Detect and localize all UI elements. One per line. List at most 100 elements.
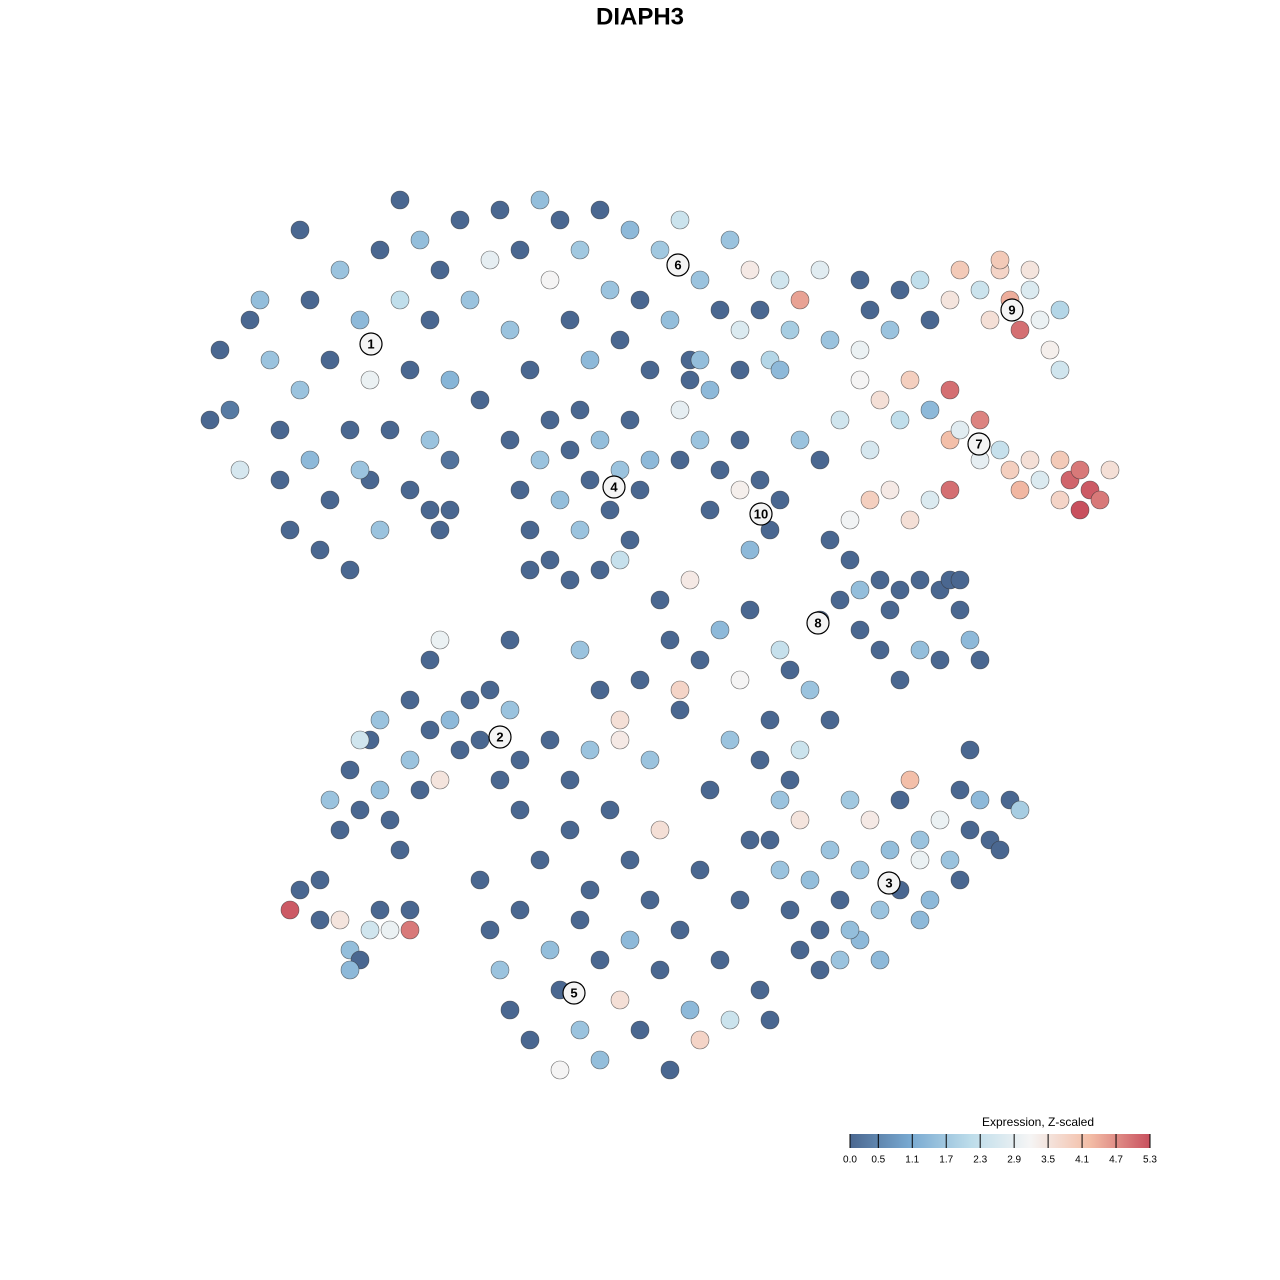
point [410, 780, 430, 800]
points [200, 190, 1120, 1080]
point [600, 500, 620, 520]
point [900, 770, 920, 790]
point [560, 820, 580, 840]
point [1050, 450, 1070, 470]
point [590, 680, 610, 700]
cluster-label: 3 [885, 875, 892, 890]
point [370, 780, 390, 800]
point [500, 700, 520, 720]
cluster-badge [562, 981, 586, 1005]
point [730, 890, 750, 910]
point [390, 840, 410, 860]
point [750, 750, 770, 770]
point [490, 960, 510, 980]
point [290, 380, 310, 400]
point [660, 1060, 680, 1080]
point [850, 860, 870, 880]
point [780, 320, 800, 340]
point [620, 410, 640, 430]
point [540, 730, 560, 750]
point [1100, 460, 1120, 480]
point [340, 760, 360, 780]
cluster-label: 6 [674, 257, 681, 272]
point [790, 290, 810, 310]
point [860, 300, 880, 320]
colorbar-title: Expression, Z-scaled [982, 1115, 1094, 1129]
point [640, 360, 660, 380]
point [790, 740, 810, 760]
point [850, 270, 870, 290]
point [990, 840, 1010, 860]
point [1010, 800, 1030, 820]
point [820, 710, 840, 730]
point [610, 710, 630, 730]
point [650, 960, 670, 980]
point [820, 530, 840, 550]
cluster-badge [602, 475, 626, 499]
point [370, 710, 390, 730]
colorbar-tick-label: 5.3 [1143, 1155, 1157, 1166]
point [380, 920, 400, 940]
point [550, 490, 570, 510]
point [780, 770, 800, 790]
point [930, 650, 950, 670]
point [700, 780, 720, 800]
point [430, 770, 450, 790]
point [670, 700, 690, 720]
point [960, 820, 980, 840]
point [530, 850, 550, 870]
point [280, 900, 300, 920]
point [910, 830, 930, 850]
point [570, 640, 590, 660]
point [400, 690, 420, 710]
point [780, 900, 800, 920]
cluster-label: 5 [570, 985, 577, 1000]
point [840, 510, 860, 530]
point [870, 900, 890, 920]
point [1030, 470, 1050, 490]
point [1010, 320, 1030, 340]
point [480, 920, 500, 940]
point [390, 290, 410, 310]
point [560, 440, 580, 460]
point [750, 300, 770, 320]
point [980, 310, 1000, 330]
point [400, 360, 420, 380]
point [420, 720, 440, 740]
point [470, 870, 490, 890]
point [540, 940, 560, 960]
point [340, 560, 360, 580]
point [620, 850, 640, 870]
cluster-label: 7 [975, 436, 982, 451]
point [740, 540, 760, 560]
point [500, 430, 520, 450]
point [240, 310, 260, 330]
point [500, 1000, 520, 1020]
point [350, 730, 370, 750]
point [650, 590, 670, 610]
point [330, 910, 350, 930]
point [270, 470, 290, 490]
point [920, 890, 940, 910]
point [720, 1010, 740, 1030]
point [350, 310, 370, 330]
point [370, 900, 390, 920]
point [690, 350, 710, 370]
cluster-labels: 1 2 3 4 5 6 7 8 9 10 [359, 253, 1024, 1005]
point [340, 420, 360, 440]
point [870, 390, 890, 410]
point [920, 310, 940, 330]
point [210, 340, 230, 360]
point [770, 860, 790, 880]
point [680, 1000, 700, 1020]
point [900, 370, 920, 390]
point [970, 280, 990, 300]
point [440, 500, 460, 520]
point [720, 730, 740, 750]
point [680, 370, 700, 390]
point [280, 520, 300, 540]
point [880, 320, 900, 340]
point [760, 830, 780, 850]
colorbar-gradient [850, 1134, 1150, 1148]
point [480, 250, 500, 270]
